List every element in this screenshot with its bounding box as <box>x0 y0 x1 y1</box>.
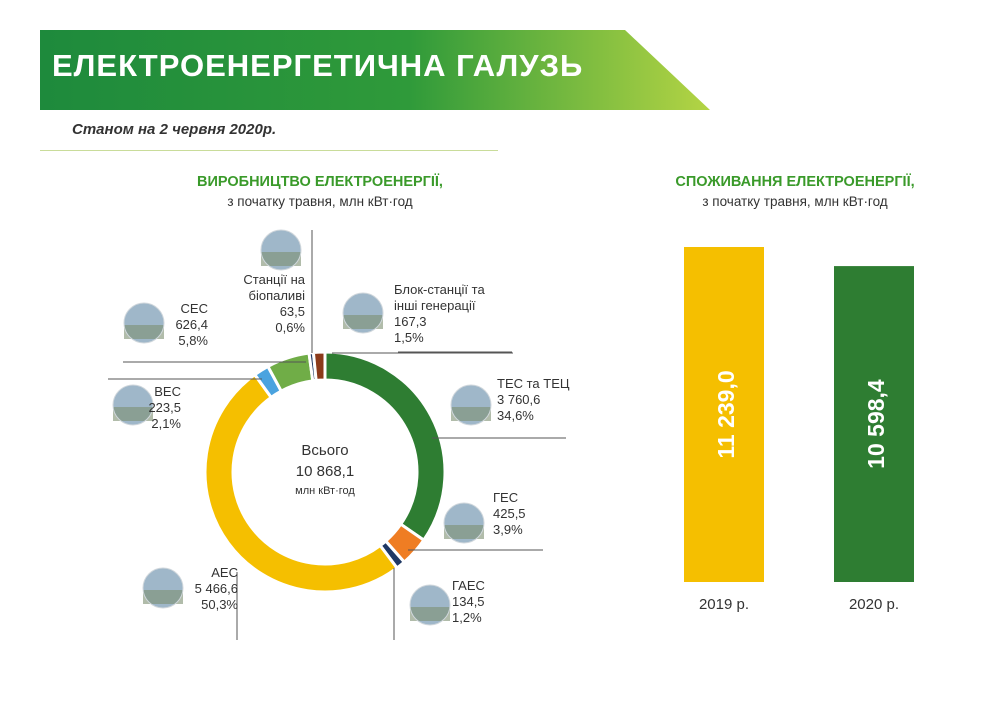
block-station-icon <box>342 292 384 334</box>
callout-value-2: 134,5 <box>452 594 485 609</box>
donut-slice-3 <box>203 372 400 594</box>
center-label-total: 10 868,1 <box>296 463 354 480</box>
callout-value-3: 5 466,6 <box>195 581 238 596</box>
thermal-plant-icon-ground <box>451 407 491 421</box>
callout-name-1-0: ГЕС <box>493 490 518 505</box>
callout-percent-1: 3,9% <box>493 522 523 537</box>
callout-value-0: 3 760,6 <box>497 392 540 407</box>
bar-value-label-1: 10 598,4 <box>863 379 889 469</box>
page-title: ЕЛЕКТРОЕНЕРГЕТИЧНА ГАЛУЗЬ <box>52 48 584 83</box>
header-divider <box>40 150 498 151</box>
callout-name-5-0: СЕС <box>181 301 208 316</box>
callout-percent-5: 5,8% <box>178 333 208 348</box>
production-title: ВИРОБНИЦТВО ЕЛЕКТРОЕНЕРГІЇ, <box>197 174 443 190</box>
callout-name-7-1: інші генерації <box>394 298 476 313</box>
donut-center: Всього 10 868,1 млн кВт·год <box>295 442 355 497</box>
hydro-plant-icon <box>443 502 485 544</box>
wind-turbine-icon <box>112 384 154 426</box>
center-label-unit: млн кВт·год <box>295 485 355 497</box>
callout-percent-7: 1,5% <box>394 330 424 345</box>
production-subtitle: з початку травня, млн кВт·год <box>227 194 413 209</box>
callout-name-2-0: ГАЕС <box>452 578 485 593</box>
callout-value-6: 63,5 <box>280 304 305 319</box>
block-station-icon-ring <box>342 292 384 334</box>
bar-0 <box>684 247 764 582</box>
callout-name-4-0: ВЕС <box>154 384 181 399</box>
callout-name-7-0: Блок-станції та <box>394 282 485 297</box>
callout-percent-2: 1,2% <box>452 610 482 625</box>
thermal-plant-icon <box>450 384 492 426</box>
donut-slice-7 <box>311 350 327 383</box>
callout-lines <box>108 230 566 640</box>
bar-value-label-0: 11 239,0 <box>713 370 739 458</box>
center-label-title: Всього <box>301 442 348 459</box>
pumped-storage-icon-ground <box>410 607 450 621</box>
hydro-plant-icon-ring <box>443 502 485 544</box>
callout-name-6-0: Станції на <box>243 272 305 287</box>
solar-panel-icon <box>123 302 165 344</box>
callout-value-7: 167,3 <box>394 314 427 329</box>
date-label: Станом на 2 червня 2020р. <box>72 121 277 138</box>
callout-value-5: 626,4 <box>175 317 208 332</box>
hydro-plant-icon-ground <box>444 525 484 539</box>
callout-percent-0: 34,6% <box>497 408 534 423</box>
thermal-plant-icon-ring <box>450 384 492 426</box>
callout-name-3-0: АЕС <box>211 565 238 580</box>
callout-value-1: 425,5 <box>493 506 526 521</box>
header-banner <box>40 30 710 110</box>
callout-percent-3: 50,3% <box>201 597 238 612</box>
bar-1 <box>834 266 914 582</box>
block-station-icon-ground <box>343 315 383 329</box>
nuclear-plant-icon-ring <box>142 567 184 609</box>
pumped-storage-icon-ring <box>409 584 451 626</box>
consumption-subtitle: з початку травня, млн кВт·год <box>702 194 888 209</box>
pumped-storage-icon <box>409 584 451 626</box>
nuclear-plant-icon-ground <box>143 590 183 604</box>
callout-name-0-0: ТЕС та ТЕЦ <box>497 376 570 391</box>
solar-panel-icon-ground <box>124 325 164 339</box>
bar-category-label-1: 2020 р. <box>849 596 899 613</box>
wind-turbine-icon-ring <box>112 384 154 426</box>
biofuel-plant-icon-ring <box>260 229 302 271</box>
biofuel-plant-icon <box>260 229 302 271</box>
nuclear-plant-icon <box>142 567 184 609</box>
consumption-bar-chart: 11 239,0 2019 р. 10 598,4 2020 р. <box>684 247 914 613</box>
consumption-title: СПОЖИВАННЯ ЕЛЕКТРОЕНЕРГІЇ, <box>675 174 915 190</box>
wind-turbine-icon-ground <box>113 407 153 421</box>
production-donut-chart <box>203 350 447 594</box>
callout-percent-4: 2,1% <box>151 416 181 431</box>
biofuel-plant-icon-ground <box>261 252 301 266</box>
bar-category-label-0: 2019 р. <box>699 596 749 613</box>
callout-name-6-1: біопаливі <box>249 288 306 303</box>
solar-panel-icon-ring <box>123 302 165 344</box>
callout-value-4: 223,5 <box>148 400 181 415</box>
callout-percent-6: 0,6% <box>275 320 305 335</box>
